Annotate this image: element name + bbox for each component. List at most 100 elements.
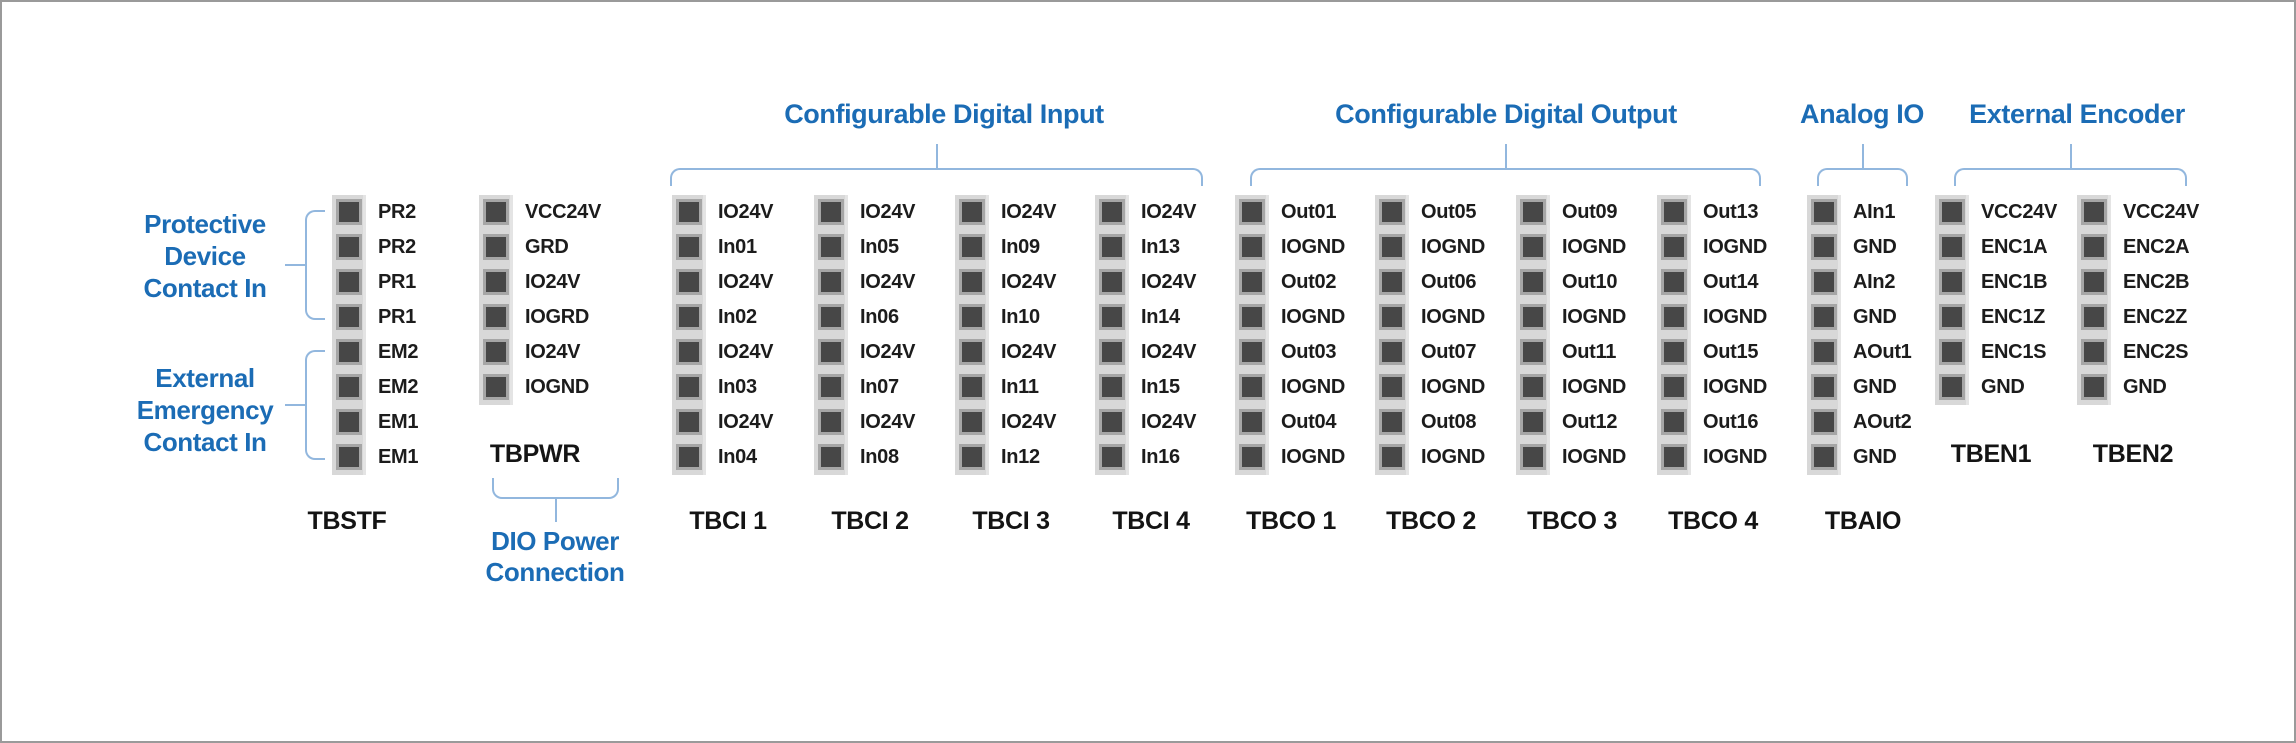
pin-cell — [1807, 300, 1841, 335]
pin-label: IOGND — [1281, 236, 1346, 258]
pin-cell — [955, 230, 989, 265]
pin-label: GRD — [525, 236, 569, 258]
pin-contact-icon — [1239, 444, 1265, 470]
pin-label: Out16 — [1703, 411, 1759, 433]
terminal-strip — [1657, 195, 1691, 475]
pin-label: IO24V — [718, 271, 774, 293]
pin-cell — [1235, 300, 1269, 335]
pin-cell — [1516, 265, 1550, 300]
pin-label: IO24V — [860, 411, 916, 433]
pin-cell — [1935, 335, 1969, 370]
pin-contact-icon — [959, 444, 985, 470]
pin-label: IO24V — [1141, 341, 1197, 363]
pin-label: AOut1 — [1853, 341, 1912, 363]
pin-label: In11 — [1001, 376, 1039, 398]
pin-label-column: AIn1 GND AIn2 GND AOut1 GND AOut2 GND — [1853, 195, 1912, 475]
pin-cell — [672, 265, 706, 300]
pin-label-column: Out09 IOGND Out10 IOGND Out11 IOGND Out12 IOGND — [1562, 195, 1626, 475]
terminal-strip — [1935, 195, 1969, 405]
pin-cell — [479, 335, 513, 370]
pin-label: IO24V — [1141, 201, 1197, 223]
pin-cell — [955, 265, 989, 300]
bracket-tick — [1861, 144, 1864, 170]
pin-contact-icon — [1520, 269, 1546, 295]
pin-label: Out08 — [1421, 411, 1477, 433]
pin-cell — [1095, 195, 1129, 230]
bracket-digital-output — [1250, 144, 1761, 186]
pin-label: In16 — [1141, 446, 1180, 468]
pin-label-column: Out01 IOGND Out02 IOGND Out03 IOGND Out04 IOGND — [1281, 195, 1345, 475]
pin-label: PR1 — [378, 271, 417, 293]
terminal-strip — [479, 195, 513, 405]
pin-label: EM1 — [378, 411, 419, 433]
pin-label: In05 — [860, 236, 899, 258]
pin-contact-icon — [336, 199, 362, 225]
caption-line: Device — [164, 241, 246, 271]
pin-cell — [1657, 335, 1691, 370]
pin-cell — [1657, 265, 1691, 300]
pin-cell — [1516, 405, 1550, 440]
pin-contact-icon — [1661, 409, 1687, 435]
bracket-dio-power — [492, 478, 619, 522]
pin-label: In12 — [1001, 446, 1040, 468]
pin-cell — [332, 265, 366, 300]
pin-label: GND — [1853, 306, 1897, 328]
pin-label: In10 — [1001, 306, 1040, 328]
pin-contact-icon — [1811, 409, 1837, 435]
pin-label: IOGND — [1281, 306, 1346, 328]
caption-line: Contact In — [143, 427, 267, 457]
pin-cell — [1375, 405, 1409, 440]
pin-label: Out13 — [1703, 201, 1759, 223]
pin-contact-icon — [818, 339, 844, 365]
pin-contact-icon — [1811, 234, 1837, 260]
pin-contact-icon — [1379, 269, 1405, 295]
pin-label: ENC2Z — [2123, 306, 2188, 328]
pin-contact-icon — [1099, 269, 1125, 295]
pin-cell — [672, 370, 706, 405]
pin-cell — [1516, 300, 1550, 335]
pin-contact-icon — [1099, 199, 1125, 225]
pin-contact-icon — [2081, 304, 2107, 330]
pin-label: IOGND — [1421, 236, 1486, 258]
pin-label: In04 — [718, 446, 757, 468]
pin-label: In07 — [860, 376, 899, 398]
pin-contact-icon — [2081, 269, 2107, 295]
bracket-tick — [1504, 144, 1507, 170]
pin-cell — [1807, 370, 1841, 405]
pin-cell — [1095, 300, 1129, 335]
pin-label: VCC24V — [525, 201, 602, 223]
caption-protective-device-contact-in: Protective Device Contact In — [102, 208, 308, 304]
pin-label: Out06 — [1421, 271, 1477, 293]
pin-label: Out05 — [1421, 201, 1477, 223]
pin-label: AOut2 — [1853, 411, 1912, 433]
terminal-strip — [1375, 195, 1409, 475]
pin-label: In03 — [718, 376, 757, 398]
pin-contact-icon — [1379, 374, 1405, 400]
pin-label: IOGND — [1703, 236, 1768, 258]
pin-cell — [1935, 370, 1969, 405]
pin-contact-icon — [1520, 199, 1546, 225]
pin-contact-icon — [676, 409, 702, 435]
group-title-configurable-digital-output: Configurable Digital Output — [1335, 99, 1677, 129]
pin-contact-icon — [959, 374, 985, 400]
bracket-analog-io — [1817, 144, 1908, 186]
pin-cell — [814, 335, 848, 370]
pin-cell — [955, 440, 989, 475]
pin-contact-icon — [1811, 269, 1837, 295]
pin-cell — [1235, 265, 1269, 300]
pin-label: Out15 — [1703, 341, 1759, 363]
pin-label: ENC2A — [2123, 236, 2190, 258]
terminal-name: TBCO 4 — [1668, 507, 1758, 535]
pin-contact-icon — [1379, 304, 1405, 330]
pin-label: PR2 — [378, 201, 417, 223]
pin-cell — [955, 335, 989, 370]
pin-label: VCC24V — [2123, 201, 2200, 223]
pin-label: IOGRD — [525, 306, 590, 328]
pin-contact-icon — [2081, 339, 2107, 365]
caption-line: External — [155, 363, 255, 393]
pin-cell — [2077, 335, 2111, 370]
pin-contact-icon — [1099, 339, 1125, 365]
pin-contact-icon — [1939, 234, 1965, 260]
terminal-strip — [1095, 195, 1129, 475]
bracket-external-encoder — [1954, 144, 2187, 186]
